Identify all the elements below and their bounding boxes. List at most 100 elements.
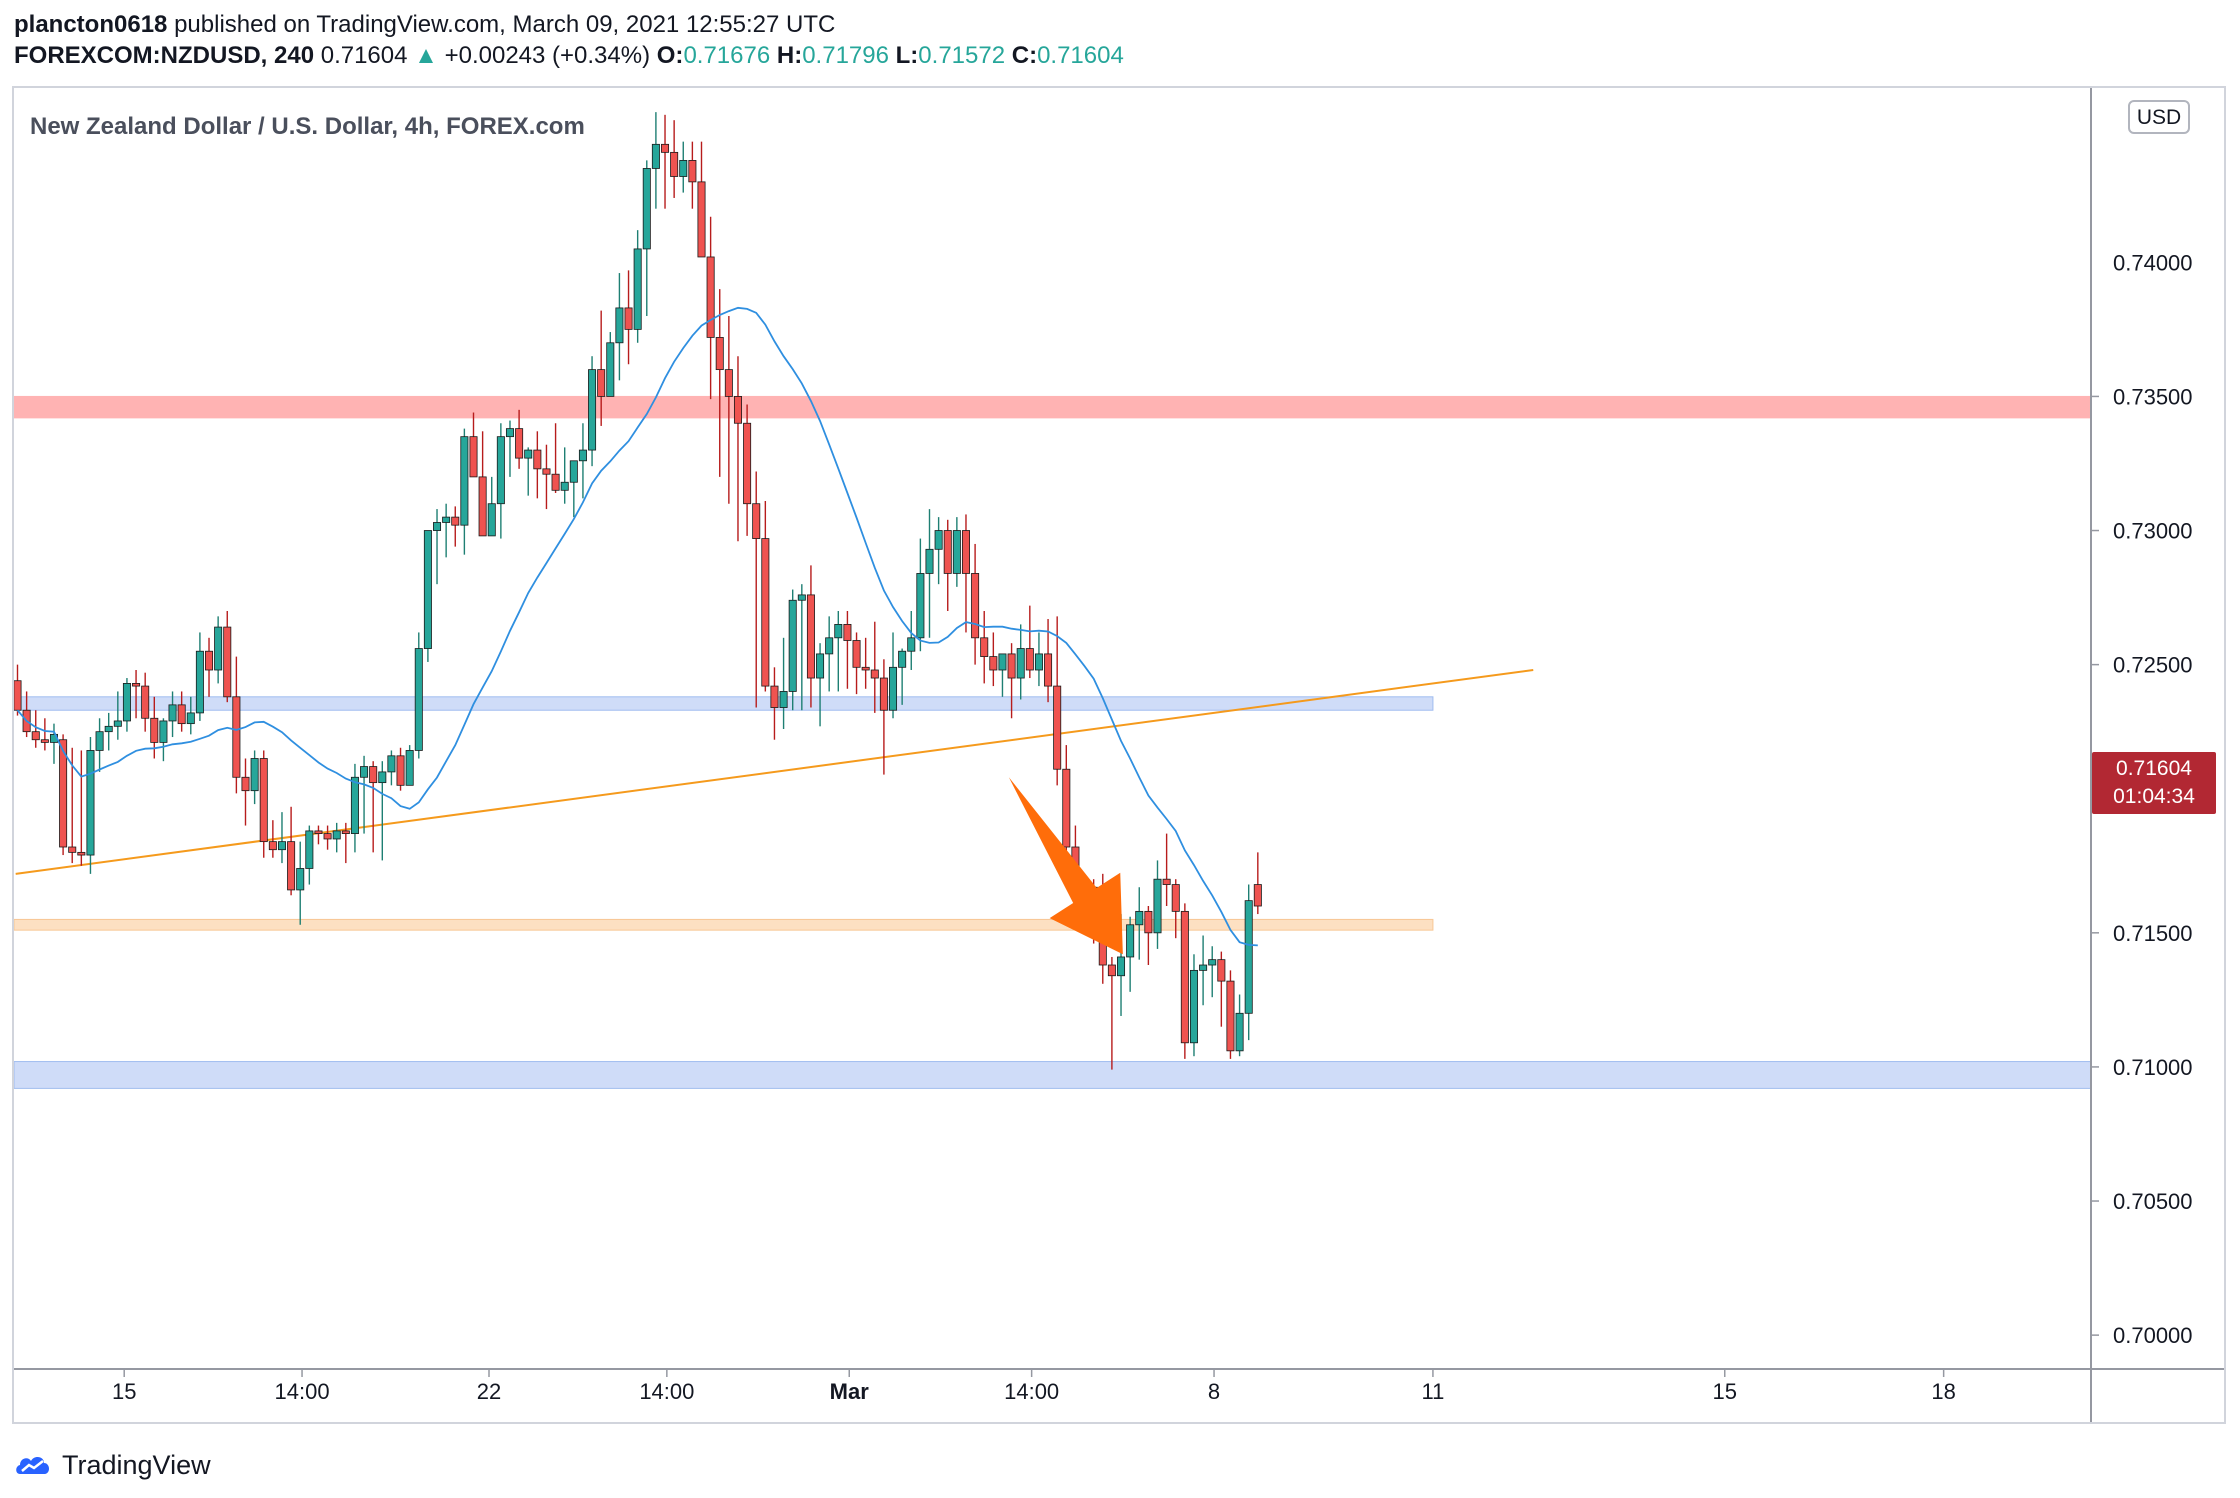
candle-body xyxy=(77,851,86,856)
candle-body xyxy=(1007,653,1016,679)
candle-body xyxy=(1171,884,1180,912)
x-tick-label: 14:00 xyxy=(1004,1379,1059,1404)
candle-body xyxy=(834,624,843,639)
moving-average-line xyxy=(16,306,1258,947)
x-tick-label: 14:00 xyxy=(639,1379,694,1404)
candle-body xyxy=(551,473,560,491)
candle-body xyxy=(752,503,761,539)
x-tick-label: 15 xyxy=(112,1379,136,1404)
candle-body xyxy=(724,369,733,397)
up-triangle-icon: ▲ xyxy=(414,42,438,69)
candle-body xyxy=(879,677,888,711)
candle-body xyxy=(250,758,259,792)
candle-body xyxy=(141,685,150,719)
price-chart[interactable]: New Zealand Dollar / U.S. Dollar, 4h, FO… xyxy=(14,88,2224,1422)
candles-group xyxy=(14,112,1262,1070)
candle-body xyxy=(861,666,870,671)
candle-body xyxy=(460,436,469,526)
candle-body xyxy=(679,160,688,177)
candle-body xyxy=(478,476,487,537)
candle-body xyxy=(1235,1012,1244,1052)
candle-body xyxy=(524,449,533,459)
candle-body xyxy=(588,369,597,451)
tradingview-logo-icon[interactable] xyxy=(14,1452,54,1478)
candle-body xyxy=(1107,964,1116,977)
bar-countdown: 01:04:34 xyxy=(2113,785,2195,808)
candle-body xyxy=(515,428,524,459)
last-price: 0.71604 xyxy=(320,42,408,69)
orange-zone xyxy=(14,918,1434,931)
candle-body xyxy=(277,841,286,851)
candle-body xyxy=(223,626,232,698)
x-tick-label: 22 xyxy=(477,1379,501,1404)
resistance-zone xyxy=(14,395,2092,419)
candle-body xyxy=(132,683,141,687)
candle-body xyxy=(341,830,350,834)
last-price-tag-value: 0.71604 xyxy=(2116,757,2192,780)
candle-body xyxy=(505,428,514,438)
candle-body xyxy=(205,650,214,671)
open-value: 0.71676 xyxy=(683,42,771,69)
candle-body xyxy=(387,755,396,773)
chart-frame[interactable]: New Zealand Dollar / U.S. Dollar, 4h, FO… xyxy=(12,86,2226,1424)
candle-body xyxy=(1117,956,1126,977)
candle-body xyxy=(971,573,980,639)
candle-body xyxy=(916,573,925,639)
candle-body xyxy=(560,481,569,491)
candle-body xyxy=(68,846,77,853)
candle-body xyxy=(1153,878,1162,934)
candle-body xyxy=(606,342,615,397)
candle-body xyxy=(1044,653,1053,687)
candle-body xyxy=(59,739,68,848)
candle-body xyxy=(533,449,542,470)
x-tick-label: Mar xyxy=(830,1379,870,1404)
y-tick-label: 0.70000 xyxy=(2113,1323,2193,1348)
symbol-label[interactable]: FOREXCOM:NZDUSD, 240 xyxy=(14,42,315,69)
candle-body xyxy=(1144,910,1153,934)
tradingview-brand[interactable]: TradingView xyxy=(62,1449,211,1480)
candle-body xyxy=(396,755,405,786)
candle-body xyxy=(496,436,505,505)
currency-badge[interactable]: USD xyxy=(2128,100,2190,134)
candle-body xyxy=(816,653,825,679)
candle-body xyxy=(451,516,460,526)
candle-body xyxy=(989,656,998,671)
candle-body xyxy=(733,396,742,424)
candle-body xyxy=(661,143,670,153)
candle-body xyxy=(1208,959,1217,966)
published-text: published on TradingView.com, March 09, … xyxy=(174,11,836,38)
candle-body xyxy=(770,685,779,708)
candle-body xyxy=(788,599,797,692)
chart-header: plancton0618 published on TradingView.co… xyxy=(14,10,1124,72)
candle-body xyxy=(113,720,122,727)
candle-body xyxy=(1016,648,1025,679)
y-tick-label: 0.71000 xyxy=(2113,1055,2193,1080)
candle-body xyxy=(433,522,442,531)
candle-body xyxy=(268,841,277,851)
candle-body xyxy=(1189,969,1198,1044)
candle-body xyxy=(542,468,551,475)
x-tick-label: 8 xyxy=(1208,1379,1220,1404)
support-zone-lower xyxy=(14,1061,2092,1089)
candle-body xyxy=(998,653,1007,671)
candle-body xyxy=(232,696,241,778)
publisher-name[interactable]: plancton0618 xyxy=(14,11,168,38)
candle-body xyxy=(442,516,451,523)
candle-body xyxy=(287,841,296,891)
candle-body xyxy=(405,750,414,786)
candle-body xyxy=(852,640,861,668)
candle-body xyxy=(487,503,496,537)
candle-body xyxy=(578,449,587,462)
candle-body xyxy=(40,739,49,743)
candle-body xyxy=(469,436,478,478)
publish-line: plancton0618 published on TradingView.co… xyxy=(14,10,1124,40)
candle-body xyxy=(414,648,423,751)
candle-body xyxy=(150,717,159,743)
close-label: C: xyxy=(1011,42,1038,69)
candle-body xyxy=(952,530,961,574)
candle-body xyxy=(688,160,697,183)
candle-body xyxy=(1217,959,1226,982)
candle-body xyxy=(214,626,223,671)
candle-body xyxy=(806,594,815,679)
footer: TradingView xyxy=(14,1448,211,1482)
